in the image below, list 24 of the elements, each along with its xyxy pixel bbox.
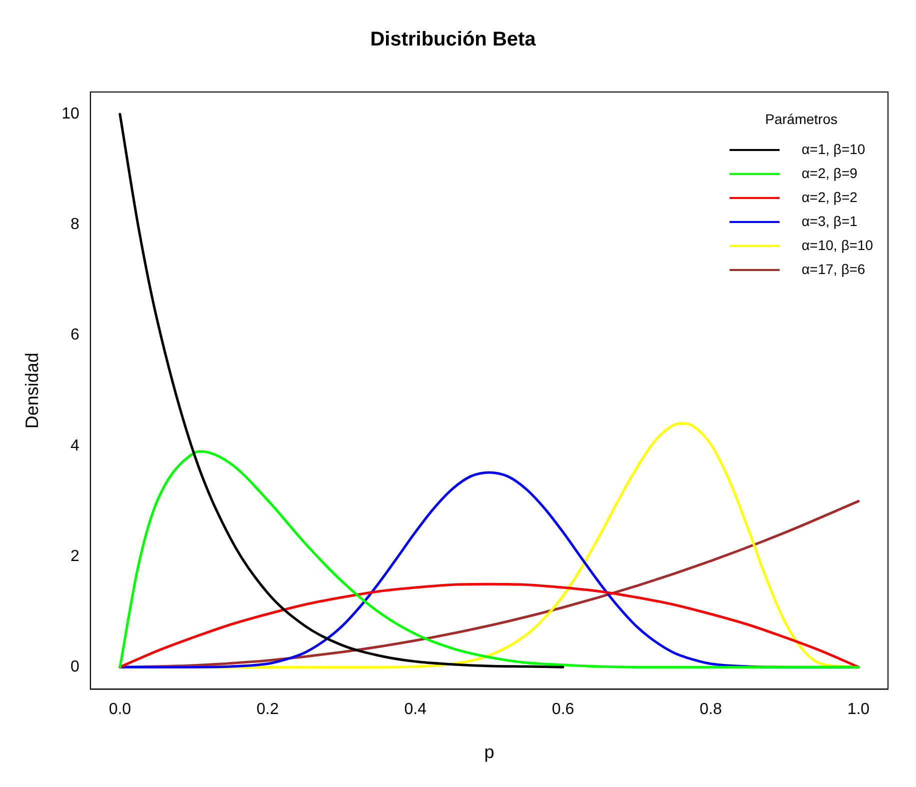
x-axis-title: p: [484, 742, 494, 762]
legend-label: α=2, β=2: [802, 188, 858, 205]
y-axis-title: Densidad: [22, 352, 42, 429]
x-tick-label: 0.4: [404, 701, 427, 718]
y-tick-label: 8: [70, 216, 80, 234]
x-tick-label: 0.2: [256, 701, 279, 718]
x-tick-label: 0.8: [700, 701, 722, 718]
y-tick-label: 0: [70, 658, 80, 676]
legend-label: α=17, β=6: [802, 260, 866, 277]
x-tick-label: 0.0: [108, 701, 132, 718]
line-series: [118, 582, 860, 668]
y-tick-label: 4: [70, 437, 80, 454]
legend-label: α=2, β=9: [802, 164, 858, 181]
line-series: [118, 112, 564, 668]
y-tick-label: 6: [70, 326, 80, 344]
y-tick-label: 10: [62, 106, 80, 123]
legend-label: α=3, β=1: [802, 212, 858, 229]
chart-title: Distribución Beta: [370, 28, 537, 51]
legend-title: Parámetros: [765, 110, 838, 127]
x-tick-label: 1.0: [847, 701, 870, 718]
x-tick-label: 0.6: [552, 701, 574, 718]
legend-label: α=10, β=10: [802, 236, 874, 253]
legend-label: α=1, β=10: [802, 140, 866, 157]
y-tick-label: 2: [70, 548, 80, 565]
